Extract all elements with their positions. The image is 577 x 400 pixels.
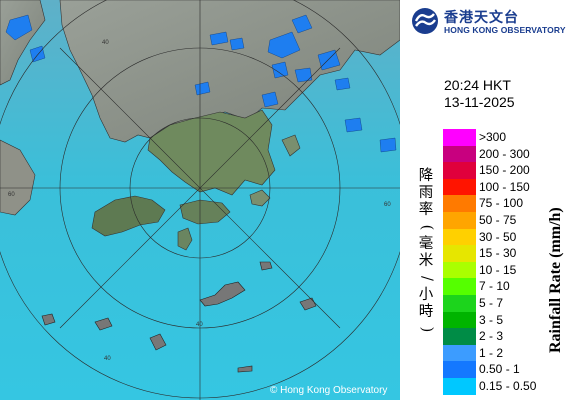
radar-date: 13-11-2025 [444,94,515,110]
legend-swatch [443,129,476,146]
legend-swatch [443,245,476,262]
logo-chinese-name: 香港天文台 [444,10,519,26]
small-island-5 [237,365,253,373]
southwest-land [0,139,36,216]
radar-map-svg: 40 60 40 60 40 [0,0,400,400]
legend-swatch [443,328,476,345]
hk-island [179,199,231,225]
range-rings [0,0,400,400]
legend-swatch [443,195,476,212]
legend-label: 100 - 150 [479,179,530,194]
legend-row: 200 - 300 [443,145,543,163]
radar-map[interactable]: 40 60 40 60 40 © Hong Kong Observatory [0,0,400,400]
lamma-island [177,227,193,251]
rainfall-legend: >300 200 - 300 150 - 200 100 - 150 75 - 100 5… [443,129,543,395]
legend-label: 15 - 30 [479,246,517,261]
legend-label: 7 - 10 [479,279,510,294]
legend-label: 1 - 2 [479,345,504,360]
ring-label: 40 [104,356,111,362]
legend-label: 2 - 3 [479,329,504,344]
small-island-3 [149,333,167,351]
legend-panel: 香港天文台 HONG KONG OBSERVATORY 20:24 HKT 13… [400,0,577,400]
legend-label: 75 - 100 [479,196,524,211]
rainfall-rate-en-label: Rainfall Rate (mm/h) [547,207,564,353]
legend-row: 3 - 5 [443,311,543,329]
legend-swatch [443,211,476,229]
hko-logo-icon [412,8,438,34]
legend-swatch [443,294,476,312]
legend-swatch [443,278,476,295]
legend-label: 50 - 75 [479,212,517,227]
legend-row: 2 - 3 [443,328,543,345]
legend-swatch [443,178,476,196]
logo-english-name: HONG KONG OBSERVATORY [444,25,566,35]
legend-label: 200 - 300 [479,146,530,161]
legend-row: 100 - 150 [443,178,543,196]
ring-label: 40 [196,322,203,328]
small-island-1 [41,313,56,326]
copyright-text: © Hong Kong Observatory [270,385,388,396]
ring-label: 60 [8,192,15,198]
lantau-island [91,195,166,237]
legend-swatch [443,145,476,163]
legend-row: 0.50 - 1 [443,361,543,378]
legend-label: >300 [479,130,507,144]
legend-swatch [443,377,476,395]
legend-row: >300 [443,129,543,146]
small-island-2 [94,317,113,331]
hko-logo[interactable]: 香港天文台 HONG KONG OBSERVATORY [408,6,574,38]
legend-label: 30 - 50 [479,229,517,244]
ring-label: 40 [102,40,109,46]
legend-swatch [443,361,476,378]
legend-row: 7 - 10 [443,278,543,295]
ring-label: 60 [384,202,391,208]
legend-row: 0.15 - 0.50 [443,377,543,395]
new-territories [147,109,276,196]
legend-label: 150 - 200 [479,163,530,178]
legend-row: 1 - 2 [443,344,543,362]
legend-row: 15 - 30 [443,245,543,262]
east-islands [249,134,301,207]
legend-row: 50 - 75 [443,211,543,229]
legend-row: 30 - 50 [443,228,543,246]
small-island-4 [259,261,273,271]
legend-label: 10 - 15 [479,262,517,277]
legend-swatch [443,344,476,362]
legend-swatch [443,311,476,329]
small-island-6 [299,297,317,311]
legend-row: 75 - 100 [443,195,543,212]
legend-label: 0.15 - 0.50 [479,378,537,393]
legend-row: 5 - 7 [443,294,543,312]
legend-swatch [443,228,476,246]
legend-swatch [443,162,476,179]
legend-label: 3 - 5 [479,312,504,327]
radar-time: 20:24 HKT [444,77,511,93]
legend-row: 150 - 200 [443,162,543,179]
legend-label: 5 - 7 [479,295,504,310]
poi-toi-islands [199,281,246,307]
legend-label: 0.50 - 1 [479,362,520,377]
legend-row: 10 - 15 [443,261,543,279]
rain-echoes [5,14,397,153]
ring-labels: 40 60 40 60 40 [8,40,391,362]
legend-swatch [443,261,476,279]
rainfall-rate-cn-label: 降雨率(毫米 / 小時) [418,168,435,333]
